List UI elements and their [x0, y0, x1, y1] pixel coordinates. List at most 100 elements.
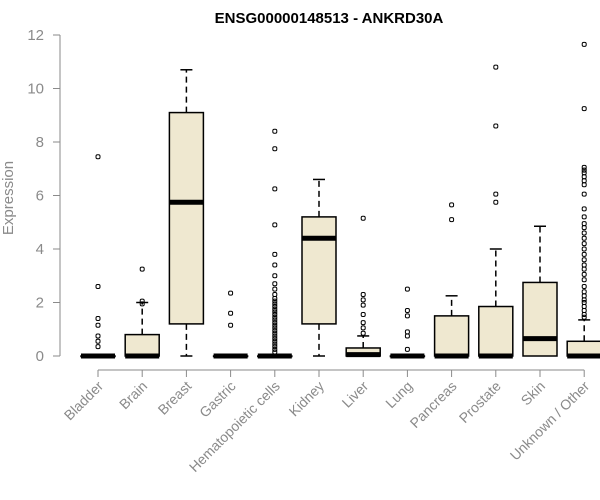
outlier-point: [493, 191, 499, 197]
outlier-point: [404, 308, 410, 314]
box-group: [389, 286, 426, 359]
outlier-point: [581, 230, 587, 236]
outlier-point: [581, 225, 587, 231]
outlier-point: [272, 306, 278, 312]
outlier-point: [581, 293, 587, 299]
outlier-point: [272, 186, 278, 192]
box-rect: [124, 333, 160, 357]
box-group: [168, 69, 205, 357]
outlier-point: [228, 310, 234, 316]
outlier-point: [272, 322, 278, 328]
outlier-point: [581, 214, 587, 220]
outlier-point: [581, 297, 587, 303]
outlier-point: [581, 174, 587, 180]
outlier-point: [139, 301, 145, 307]
x-tick-label: Pancreas: [407, 378, 460, 431]
box-group: [124, 266, 160, 359]
outlier-point: [581, 182, 587, 188]
box-group: [522, 225, 558, 357]
outlier-point: [493, 123, 499, 129]
outlier-point: [404, 313, 410, 319]
box-rect: [478, 305, 514, 357]
outlier-point: [228, 290, 234, 296]
outlier-point: [95, 338, 101, 344]
outlier-point: [272, 336, 278, 342]
outlier-point: [360, 325, 366, 331]
x-tick-label: Unknown / Other: [507, 378, 593, 464]
outlier-point: [581, 206, 587, 212]
outlier-point: [581, 41, 587, 47]
outlier-point: [272, 344, 278, 350]
y-tick-label: 4: [36, 241, 44, 258]
outlier-point: [581, 164, 587, 170]
outlier-point: [95, 333, 101, 339]
outlier-point: [272, 128, 278, 134]
outlier-point: [581, 170, 587, 176]
x-tick-label: Brain: [116, 378, 150, 412]
outlier-point: [404, 333, 410, 339]
outlier-point: [404, 286, 410, 292]
outlier-point: [95, 154, 101, 160]
outlier-point: [581, 271, 587, 277]
outlier-point: [493, 64, 499, 70]
outlier-point: [449, 202, 455, 208]
outlier-point: [581, 312, 587, 318]
boxes-layer: [80, 41, 600, 359]
outlier-point: [272, 312, 278, 318]
outlier-point: [404, 346, 410, 352]
outlier-point: [272, 291, 278, 297]
y-tick-label: 12: [27, 27, 44, 44]
outlier-point: [272, 320, 278, 326]
outlier-point: [95, 322, 101, 328]
outlier-point: [272, 281, 278, 287]
outlier-point: [581, 246, 587, 252]
outlier-point: [95, 344, 101, 350]
outlier-point: [360, 320, 366, 326]
outlier-point: [581, 221, 587, 227]
outlier-point: [581, 300, 587, 305]
box-group: [345, 215, 381, 358]
y-tick-label: 10: [27, 81, 44, 98]
outlier-point: [581, 257, 587, 263]
x-tick-label: Liver: [339, 378, 372, 411]
x-tick-label: Breast: [155, 378, 195, 418]
y-tick-label: 8: [36, 134, 44, 151]
box-group: [433, 202, 470, 359]
outlier-point: [581, 304, 587, 310]
outlier-point: [581, 191, 587, 197]
x-tick-label: Lung: [382, 378, 415, 411]
outlier-point: [272, 146, 278, 152]
outlier-point: [272, 314, 278, 320]
outlier-point: [272, 325, 278, 331]
box-group: [80, 154, 116, 359]
outlier-point: [581, 167, 587, 173]
outlier-point: [404, 329, 410, 335]
outlier-point: [272, 349, 278, 355]
outlier-point: [360, 291, 366, 297]
outlier-point: [272, 273, 278, 279]
box-group: [257, 128, 293, 359]
box-rect: [522, 281, 558, 357]
y-axis-label: Expression: [0, 161, 17, 235]
outlier-point: [581, 308, 587, 314]
outlier-point: [581, 266, 587, 272]
outlier-point: [360, 215, 366, 221]
box-rect: [301, 216, 337, 325]
x-tick-label: Bladder: [61, 378, 107, 424]
outlier-point: [581, 277, 587, 283]
outlier-point: [228, 322, 234, 328]
outlier-point: [581, 178, 587, 184]
outlier-point: [581, 251, 587, 257]
outlier-point: [360, 330, 366, 336]
outlier-point: [139, 266, 145, 272]
outlier-point: [360, 302, 366, 308]
outlier-point: [581, 241, 587, 247]
outlier-point: [272, 286, 278, 292]
outlier-point: [581, 235, 587, 241]
outlier-point: [95, 316, 101, 322]
x-tick-label: Prostate: [456, 378, 504, 426]
outlier-point: [272, 338, 278, 344]
y-tick-label: 6: [36, 188, 44, 205]
outlier-point: [449, 217, 455, 223]
